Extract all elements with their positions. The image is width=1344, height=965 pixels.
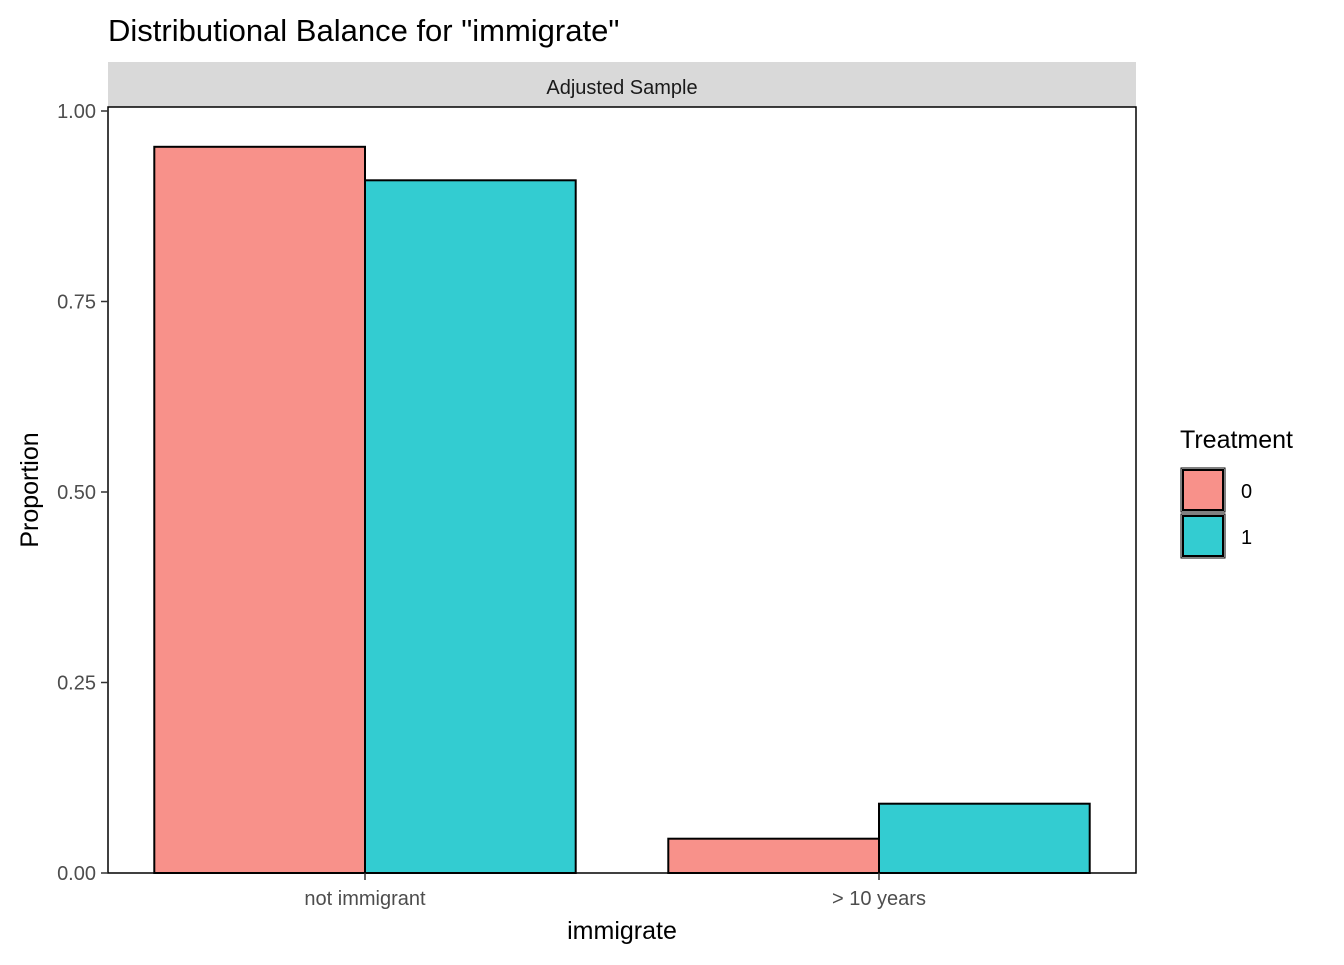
bar-0-series-0 — [153, 145, 366, 875]
chart-title: Distributional Balance for "immigrate" — [108, 13, 619, 48]
legend-label-0: 0 — [1241, 481, 1252, 503]
legend-label-1: 1 — [1241, 527, 1252, 549]
legend-key-frame — [1180, 467, 1226, 513]
y-axis-title: Proportion — [16, 432, 44, 547]
y-tick-label: 0.75 — [57, 292, 96, 314]
facet-strip — [108, 62, 1136, 107]
legend-title: Treatment — [1180, 426, 1293, 454]
y-tick-label: 0.00 — [57, 863, 96, 885]
x-tick-label: not immigrant — [304, 888, 426, 910]
bar-1-series-1 — [878, 802, 1091, 875]
legend-key-frame — [1180, 513, 1226, 559]
bar-1-series-0 — [667, 837, 880, 875]
x-tick-label: > 10 years — [832, 888, 926, 910]
bar-0-series-1 — [364, 179, 577, 875]
facet-strip-label: Adjusted Sample — [546, 77, 697, 99]
legend-key-1 — [1182, 515, 1224, 557]
y-tick-label: 1.00 — [57, 101, 96, 123]
y-tick-label: 0.50 — [57, 482, 96, 504]
legend-key-0 — [1182, 469, 1224, 511]
y-tick-label: 0.25 — [57, 673, 96, 695]
x-axis-title: immigrate — [567, 917, 677, 945]
